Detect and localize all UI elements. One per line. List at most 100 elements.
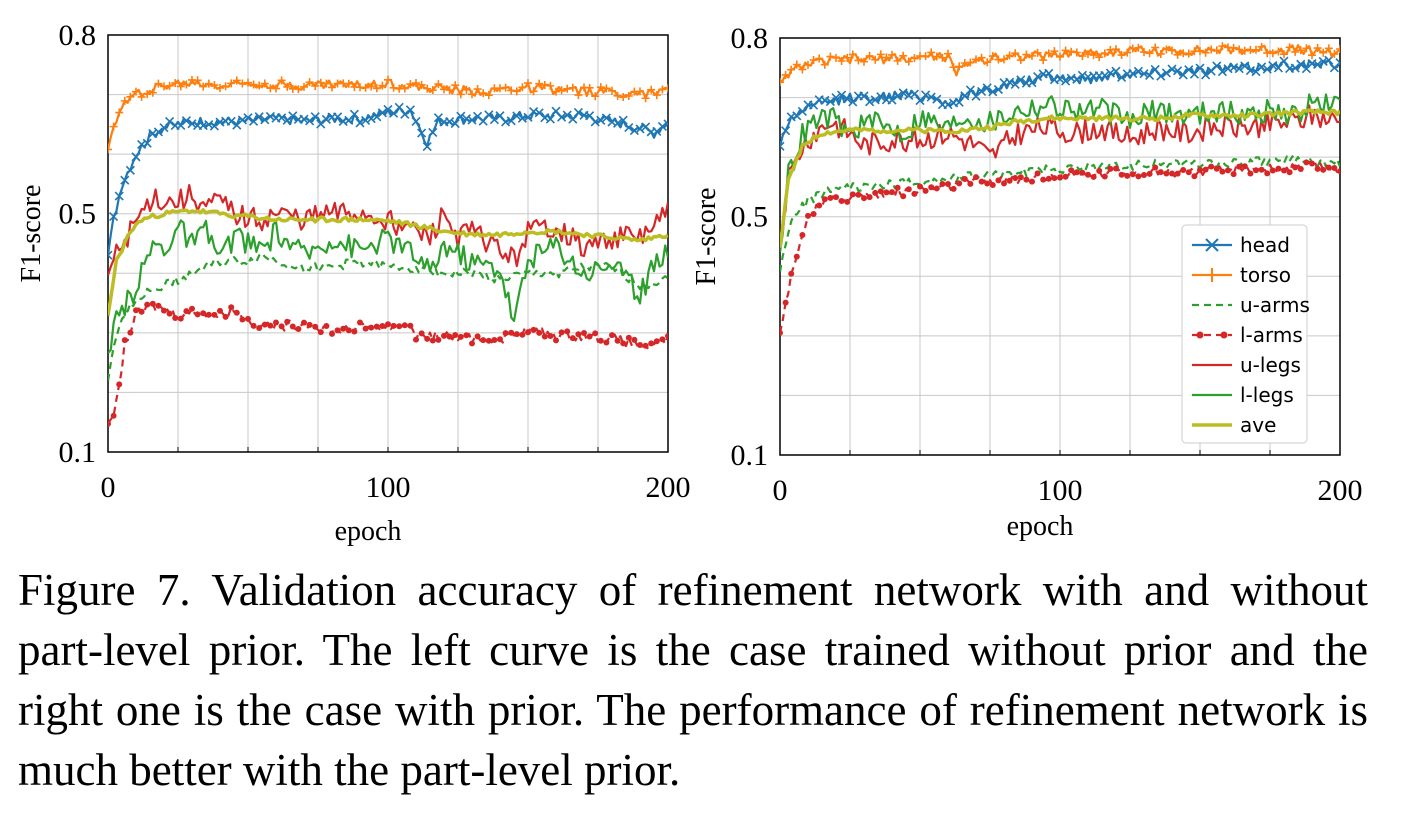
series-l-legs [108,219,668,354]
point-marker-l-arms [166,310,173,317]
series-u-legs [108,184,668,276]
point-marker-l-arms [564,328,571,335]
point-marker-head [1156,71,1166,81]
point-marker-l-arms [1051,175,1058,182]
point-marker-head [1335,58,1340,68]
point-marker-torso [837,57,846,66]
point-marker-l-arms [1034,170,1041,177]
point-marker-l-arms [1023,176,1030,183]
point-marker-l-arms [1169,170,1175,177]
point-marker-l-arms [138,308,145,315]
point-marker-torso [249,80,258,89]
point-marker-head [590,117,600,127]
point-marker-head [893,91,903,101]
point-marker-head [361,115,371,125]
point-marker-l-arms [816,202,823,209]
point-marker-torso [1168,46,1176,55]
point-marker-head [1273,63,1283,73]
point-marker-head [355,118,365,128]
point-marker-l-arms [1107,165,1114,172]
point-marker-head [1128,68,1138,79]
point-marker-l-arms [245,315,251,322]
point-marker-head [1234,64,1244,74]
point-marker-torso [148,88,157,97]
point-marker-torso [1140,48,1148,57]
point-marker-head [142,138,152,148]
point-marker-torso [882,53,891,62]
point-marker-l-arms [1079,169,1086,176]
point-marker-torso [255,81,264,90]
point-marker-head [1105,68,1115,78]
point-marker-head [1195,63,1205,73]
point-marker-head [467,115,477,125]
point-marker-torso [132,87,140,96]
x-tick-label: 100 [366,471,411,504]
point-marker-l-arms [1208,163,1215,170]
point-marker-head [988,87,998,97]
point-marker-head [422,142,432,152]
point-marker-l-arms [390,322,397,329]
point-marker-l-arms [1241,163,1248,170]
point-marker-l-arms [301,319,307,326]
point-marker-head [1016,75,1026,85]
series-line-ave [108,208,668,316]
point-marker-l-arms [1180,167,1187,174]
point-marker-torso [1145,49,1154,58]
point-marker-head [921,90,931,100]
point-marker-torso [1016,56,1025,65]
point-marker-head [226,116,236,126]
point-marker-torso [624,92,633,101]
point-marker-head [663,119,668,129]
series-line-l-legs [108,219,668,354]
point-marker-l-arms [648,340,655,347]
point-marker-torso [199,82,208,91]
point-marker-l-arms [1012,175,1019,182]
point-marker-head [456,111,466,121]
point-marker-torso [1218,42,1227,51]
point-marker-head [1279,56,1289,66]
point-marker-torso [300,82,308,91]
point-marker-torso [367,82,376,91]
point-marker-torso [591,92,600,101]
x-axis-label: epoch [335,516,402,547]
point-marker-head [977,86,987,97]
point-marker-torso [843,53,852,62]
point-marker-torso [1252,45,1260,54]
point-marker-head [411,116,421,127]
point-marker-torso [344,79,353,88]
point-marker-torso [535,79,544,88]
point-marker-torso [1134,43,1143,52]
point-marker-head [1173,66,1183,76]
point-marker-l-arms [900,193,907,200]
point-marker-l-arms [345,327,352,334]
point-marker-l-arms [978,178,985,185]
point-marker-torso [977,53,986,62]
point-marker-torso [910,54,919,63]
point-marker-l-arms [161,307,167,314]
point-marker-head [165,116,175,127]
point-marker-l-arms [631,336,638,343]
point-marker-head [831,93,841,103]
point-marker-torso [445,86,454,95]
point-marker-l-arms [1135,173,1142,180]
point-marker-torso [423,84,432,93]
point-marker-l-arms [1325,164,1332,171]
series-torso [108,75,668,154]
series-l-arms [780,159,1340,336]
point-marker-l-arms [485,337,492,344]
point-marker-l-arms [368,324,375,331]
point-marker-head [489,115,499,125]
series-u-arms [780,155,1340,272]
y-tick-label: 0.8 [731,22,769,55]
point-marker-torso [204,79,213,88]
point-marker-l-arms [172,314,179,321]
point-marker-l-arms [541,333,548,340]
point-marker-l-arms [642,342,649,349]
point-marker-head [125,165,135,175]
point-marker-torso [888,50,896,59]
caption-label: Figure 7. [18,565,191,615]
point-marker-l-arms [620,340,627,347]
point-marker-l-arms [452,331,459,338]
point-marker-l-arms [155,302,162,309]
series-line-u-legs [108,184,668,276]
